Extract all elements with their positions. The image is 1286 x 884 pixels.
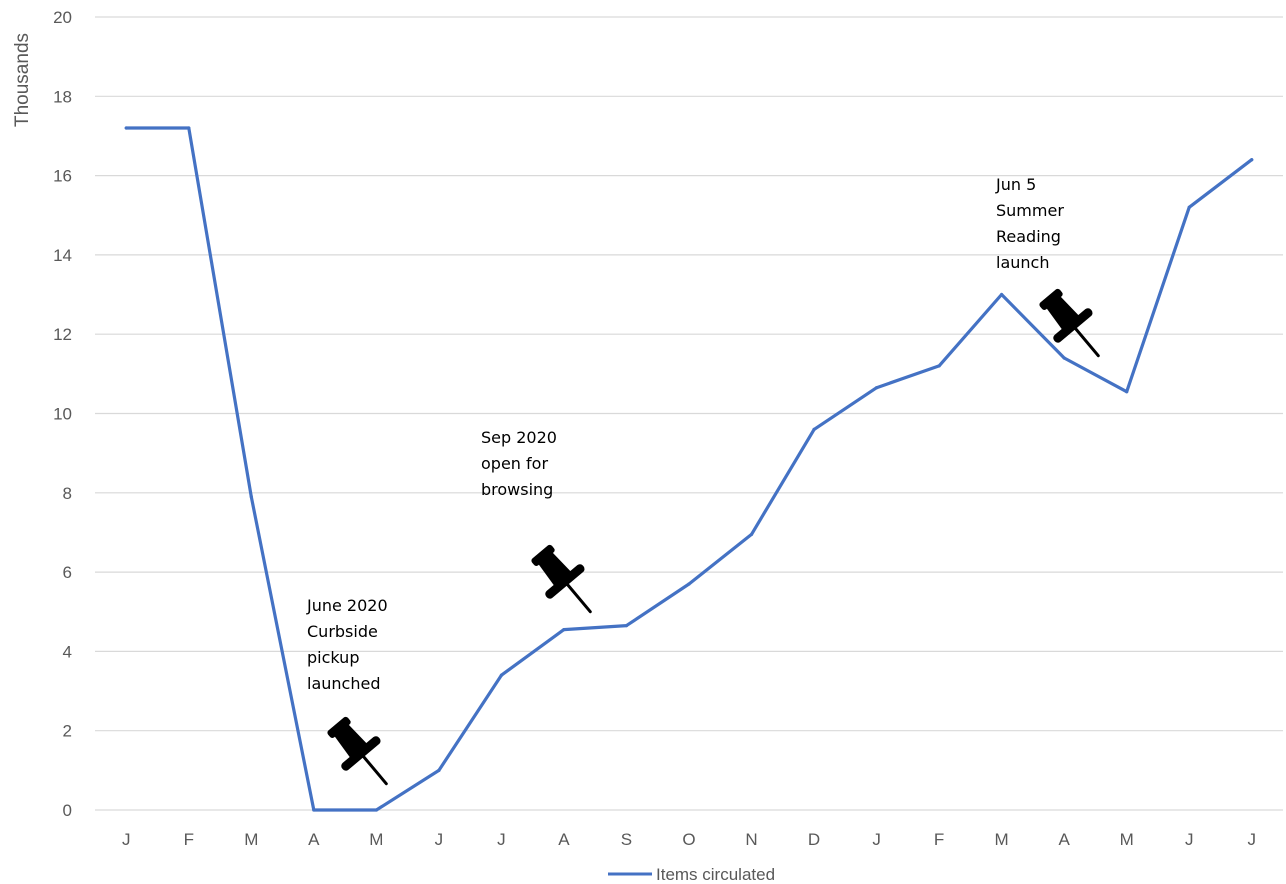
data-point [562,627,566,632]
annotations: June 2020 Curbside pickup launched Sep 2020 o… [306,175,1100,786]
y-tick-label: 14 [53,246,72,265]
data-point [249,495,253,499]
legend: Items circulated [608,865,775,884]
annotation-line: Reading [996,227,1061,246]
annotation-line: open for [481,454,548,473]
annotation-line: Sep 2020 [481,428,557,447]
x-tick-label: M [369,830,383,849]
x-tick-label: O [682,830,695,849]
series-line-items-circulated [124,126,1254,812]
annotation-line: Jun 5 [995,175,1036,194]
gridlines [95,16,1283,811]
data-point [187,126,191,130]
x-tick-label: S [621,830,632,849]
data-point [437,768,441,772]
data-point [1187,205,1191,209]
x-tick-label: D [808,830,820,849]
y-tick-label: 20 [53,8,72,27]
annotation: Jun 5 Summer Reading launch [995,175,1100,358]
annotation-line: Summer [996,201,1064,220]
annotation-line: Curbside [307,622,378,641]
annotation-line: June 2020 [306,596,388,615]
x-tick-label: F [934,830,944,849]
legend-label-items-circulated: Items circulated [656,865,775,884]
y-tick-label: 2 [63,722,72,741]
y-tick-label: 12 [53,325,72,344]
x-tick-label: N [745,830,757,849]
annotation-line: browsing [481,480,553,499]
x-tick-label: J [872,830,881,849]
annotation-line: pickup [307,648,359,667]
annotation-line: launch [996,253,1049,272]
annotation-line: launched [307,674,380,693]
data-point [687,582,691,586]
y-axis-title: Thousands [12,33,33,127]
data-point [1250,158,1254,162]
data-point [874,386,879,390]
x-tick-label: A [558,830,570,849]
y-tick-label: 8 [63,484,72,503]
y-tick-label: 16 [53,167,72,186]
y-tick-label: 6 [63,563,72,582]
data-point [937,364,941,368]
x-tick-label: J [1247,830,1256,849]
y-tick-label: 10 [53,405,72,424]
y-tick-label: 4 [63,642,72,661]
x-tick-label: M [995,830,1009,849]
data-point [1000,292,1004,297]
data-point [812,427,816,431]
y-tick-label: 18 [53,87,72,106]
pushpin-icon [531,544,592,614]
x-tick-label: A [308,830,320,849]
x-tick-label: F [184,830,194,849]
data-point [1062,356,1066,360]
x-tick-label: J [435,830,444,849]
data-point [312,808,316,812]
x-tick-label: M [1120,830,1134,849]
x-tick-label: J [497,830,506,849]
data-point [499,673,504,677]
series-layer [124,126,1254,812]
pushpin-icon [1039,288,1100,358]
data-point [374,808,378,812]
annotation: June 2020 Curbside pickup launched [306,596,388,786]
x-tick-label: J [1185,830,1194,849]
annotation: Sep 2020 open for browsing [481,428,592,614]
y-tick-label: 0 [63,801,72,820]
y-axis-tick-labels: 0 2 4 6 8 10 12 14 16 18 20 [53,8,72,820]
x-tick-label: M [244,830,258,849]
pushpin-icon [327,716,388,786]
x-tick-label: J [122,830,131,849]
x-tick-label: A [1058,830,1070,849]
data-point [1125,390,1129,394]
data-point [124,126,128,130]
data-point [624,624,629,628]
data-point [749,532,754,537]
